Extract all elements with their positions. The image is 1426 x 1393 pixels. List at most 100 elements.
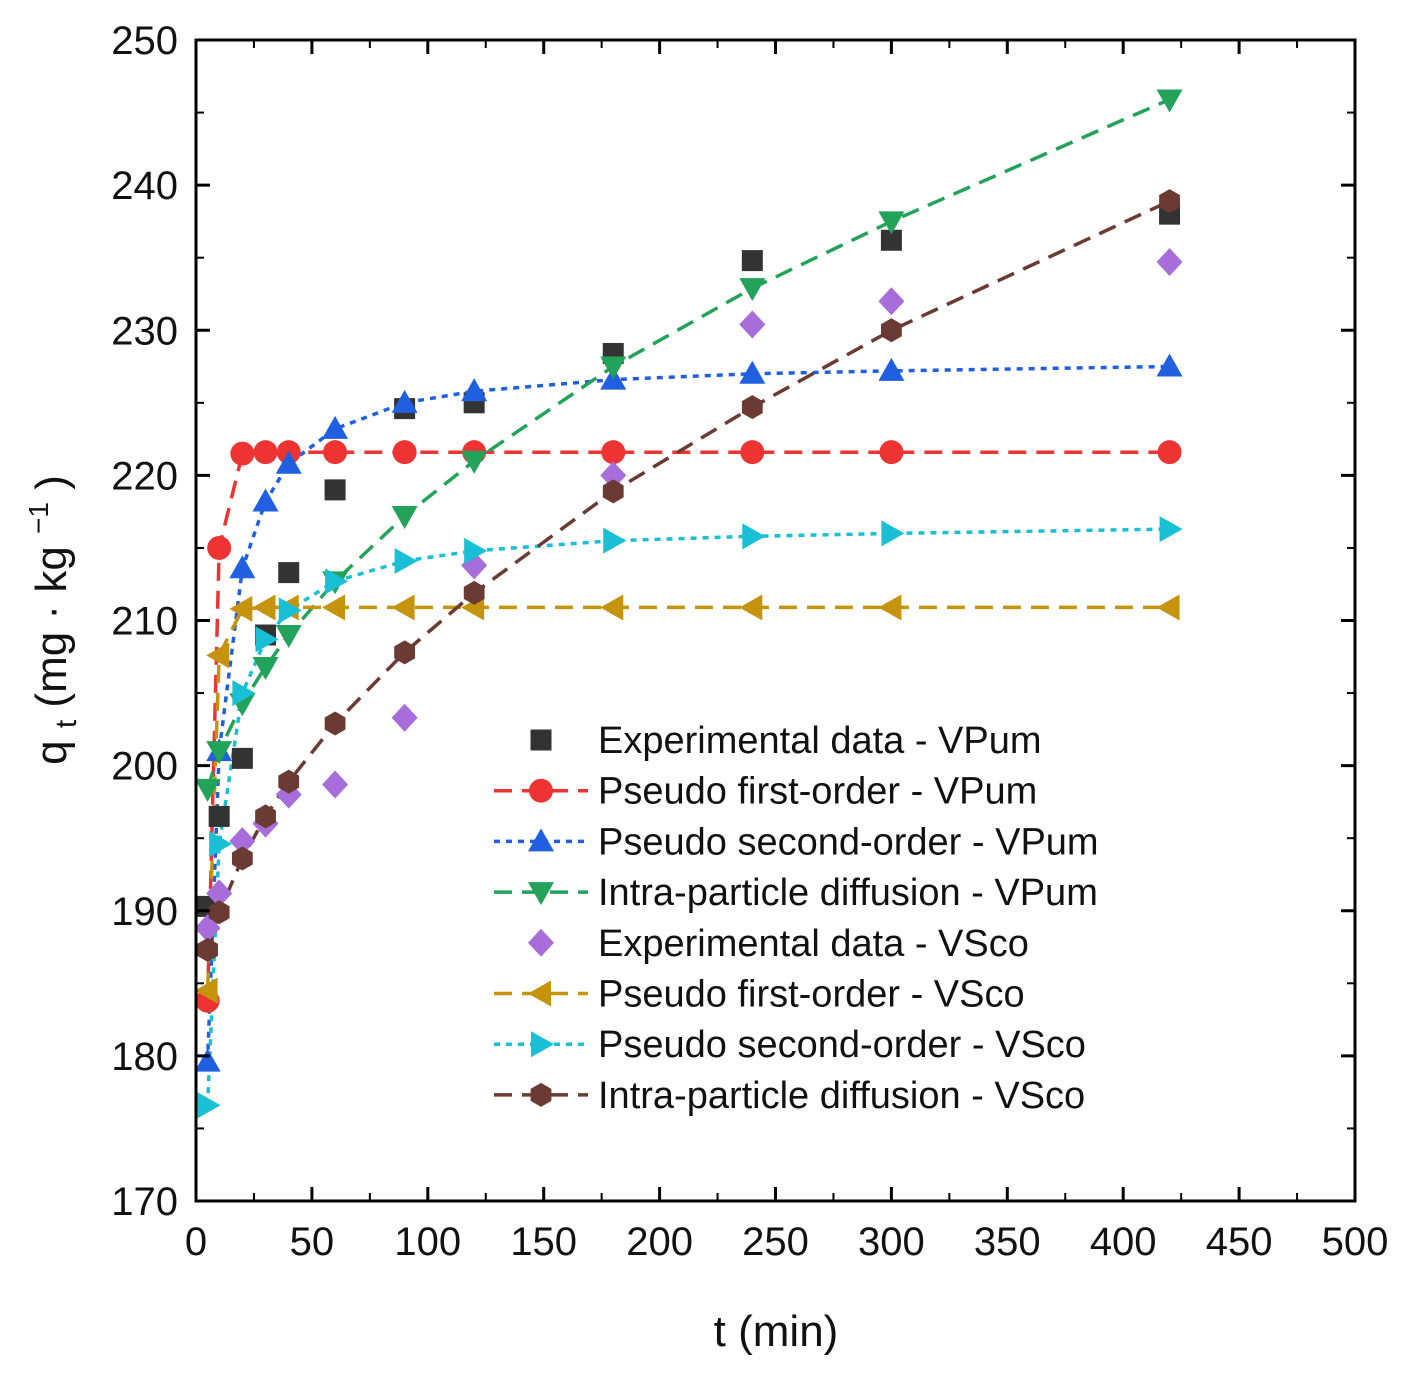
legend-marker [528, 980, 551, 1007]
data-point [463, 580, 485, 605]
data-point [394, 640, 416, 665]
data-point [878, 211, 905, 235]
series-pseudo-first-order-vpum [205, 450, 1170, 1001]
data-point [601, 440, 626, 465]
legend-marker [528, 928, 554, 957]
markers-pseudo-second-order-vsco [197, 516, 1183, 1119]
x-tick-label: 100 [394, 1220, 461, 1264]
x-tick-label: 300 [858, 1220, 925, 1264]
legend-marker [531, 1031, 554, 1058]
legend-label: Pseudo second-order - VSco [598, 1024, 1086, 1066]
data-point [232, 680, 256, 707]
legend-item: Intra-particle diffusion - VPum [494, 872, 1098, 914]
x-axis-title: t (min) [714, 1307, 839, 1356]
data-point [461, 450, 488, 474]
data-point [325, 568, 349, 595]
y-tick-label: 220 [111, 454, 178, 498]
legend-marker [528, 882, 554, 906]
series-line [205, 450, 1170, 1001]
data-point [740, 440, 765, 465]
legend-item: Experimental data - VSco [528, 923, 1029, 965]
x-tick-label: 500 [1322, 1220, 1389, 1264]
legend-item: Pseudo second-order - VPum [494, 821, 1099, 863]
data-point [1159, 516, 1183, 543]
y-tick-label: 190 [111, 890, 178, 934]
y-tick-label: 250 [111, 19, 178, 63]
x-tick-label: 350 [974, 1220, 1041, 1264]
legend: Experimental data - VPum Pseudo first-ord… [494, 720, 1099, 1117]
data-point [600, 461, 627, 490]
data-point [880, 229, 902, 251]
data-point [464, 537, 488, 564]
data-point [255, 804, 276, 829]
x-tick-label: 250 [742, 1220, 809, 1264]
x-tick-label: 400 [1090, 1220, 1157, 1264]
data-point [252, 594, 276, 621]
data-point [278, 769, 300, 794]
legend-label: Experimental data - VPum [598, 720, 1042, 762]
data-point [461, 378, 488, 402]
data-point [881, 520, 905, 547]
legend-item: Pseudo second-order - VSco [494, 1024, 1086, 1066]
legend-label: Pseudo first-order - VSco [598, 974, 1025, 1016]
data-point [194, 1048, 221, 1072]
data-point [253, 440, 278, 465]
data-point [208, 805, 230, 827]
data-point [739, 278, 766, 302]
legend-marker [528, 828, 554, 852]
data-point [742, 523, 766, 550]
markers-experimental-data-vsco [194, 248, 1183, 943]
legend-label: Intra-particle diffusion - VPum [598, 872, 1098, 914]
data-point [878, 357, 905, 381]
y-tick-label: 170 [111, 1180, 178, 1224]
x-tick-label: 200 [626, 1220, 693, 1264]
data-point [394, 547, 418, 574]
data-point [209, 830, 233, 857]
data-point [739, 360, 766, 384]
data-point [206, 741, 233, 765]
data-point [324, 479, 346, 501]
legend-label: Intra-particle diffusion - VSco [598, 1075, 1085, 1117]
data-point [194, 977, 218, 1004]
data-point [603, 527, 627, 554]
x-tick-label: 0 [185, 1220, 207, 1264]
y-axis-title-close: ) [27, 475, 76, 490]
data-point [208, 900, 230, 925]
data-point [252, 656, 279, 680]
data-point [231, 747, 253, 769]
data-point [391, 594, 415, 621]
legend-label: Pseudo first-order - VPum [598, 771, 1037, 813]
y-axis-title: q t (mg · kg −1 ) [9, 475, 86, 765]
data-point [741, 250, 763, 272]
legend-item: Pseudo first-order - VPum [494, 771, 1037, 813]
data-point [322, 594, 346, 621]
data-point [1159, 189, 1180, 214]
data-point [206, 879, 233, 908]
data-point [324, 711, 346, 736]
series-line [205, 97, 1171, 790]
data-point [229, 555, 256, 579]
legend-label: Experimental data - VSco [598, 923, 1029, 965]
axis-layer: 0 50 100 150 200 250 300 350 400 450 500 170 180 190 2… [111, 19, 1388, 1264]
y-tick-label: 240 [111, 164, 178, 208]
data-point [323, 440, 348, 465]
data-point [392, 440, 417, 465]
data-point [600, 356, 627, 380]
legend-label: Pseudo second-order - VPum [598, 821, 1099, 863]
data-point [194, 778, 221, 802]
data-point [231, 846, 253, 871]
legend-item: Pseudo first-order - VSco [494, 974, 1025, 1016]
y-axis-title-units: (mg · kg [27, 546, 76, 707]
y-axis-title-subscript: t [50, 719, 83, 728]
series-pseudo-second-order-vsco [205, 527, 1170, 1106]
legend-marker [530, 1082, 552, 1107]
markers-intra-particle-diffusion-vsco [197, 189, 1180, 962]
legend-marker [530, 729, 552, 751]
data-point [252, 488, 279, 512]
series-pseudo-first-order-vsco [205, 605, 1170, 991]
data-point [207, 535, 232, 560]
series-line [205, 527, 1170, 1106]
data-point [391, 389, 418, 413]
data-point [197, 937, 218, 962]
